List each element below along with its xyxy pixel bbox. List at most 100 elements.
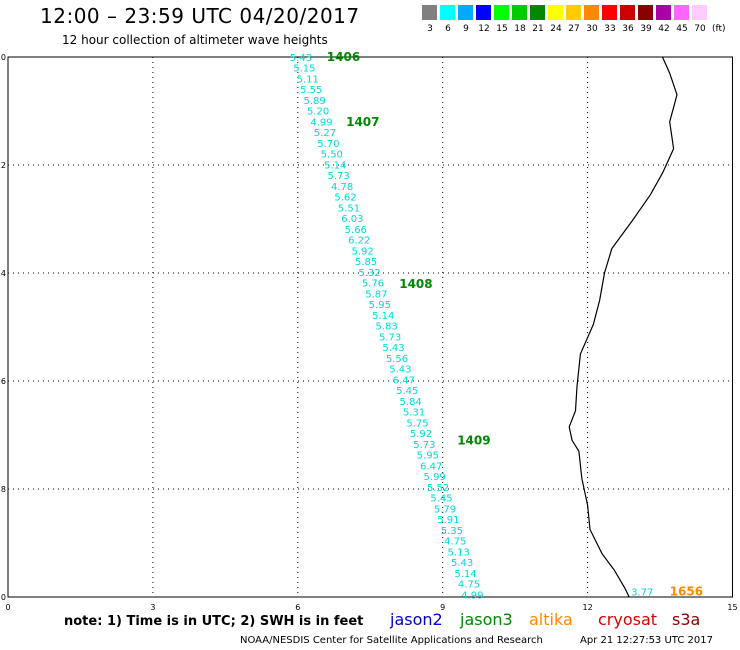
- coastline: [568, 56, 678, 598]
- swh-value: 3.77: [631, 588, 653, 599]
- legend-s3a: s3a: [672, 610, 701, 629]
- legend-label-70: 70: [694, 24, 706, 34]
- swh-value: 5.35: [441, 526, 463, 537]
- swh-value: 6.22: [348, 236, 370, 247]
- swh-value: 5.84: [400, 397, 422, 408]
- pass-label: 1408: [399, 277, 432, 291]
- legend-label-18: 18: [514, 24, 526, 34]
- legend-label-39: 39: [640, 24, 652, 34]
- legend-unit: (ft): [712, 24, 726, 34]
- swh-value: 4.99: [310, 117, 332, 128]
- lat-tick-label: -16: [0, 377, 6, 386]
- swh-value: 5.43: [451, 558, 473, 569]
- lon-tick-label: 15: [727, 603, 737, 612]
- swh-value: 5.92: [410, 429, 432, 440]
- swh-value: 5.75: [406, 418, 428, 429]
- legend-swatch-21: [530, 5, 545, 20]
- chart-title: 12:00 – 23:59 UTC 04/20/2017: [40, 4, 360, 28]
- legend-label-42: 42: [658, 24, 670, 34]
- swh-value: 5.45: [396, 386, 418, 397]
- chart-subtitle: 12 hour collection of altimeter wave hei…: [62, 33, 328, 47]
- swh-value: 5.85: [355, 257, 377, 268]
- swh-value: 5.32: [358, 268, 380, 279]
- swh-value: 5.27: [314, 128, 336, 139]
- swh-value: 5.13: [448, 547, 470, 558]
- swh-value: 5.79: [434, 504, 456, 515]
- swh-value: 4.99: [461, 590, 483, 601]
- swh-value: 5.11: [297, 74, 319, 85]
- lat-tick-label: -14: [0, 269, 6, 278]
- swh-value: 5.20: [307, 107, 329, 118]
- legend-label-27: 27: [568, 24, 580, 34]
- swh-value: 4.78: [331, 182, 353, 193]
- lat-tick-label: -12: [0, 161, 6, 170]
- swh-value: 5.14: [324, 160, 346, 171]
- legend-swatch-45: [674, 5, 689, 20]
- swh-value: 5.43: [382, 343, 404, 354]
- legend-swatch-3: [422, 5, 437, 20]
- map-frame: [7, 56, 733, 598]
- legend-swatch-33: [602, 5, 617, 20]
- swh-value: 5.55: [300, 85, 322, 96]
- legend-label-30: 30: [586, 24, 598, 34]
- lon-tick-label: 6: [295, 603, 300, 612]
- swh-value: 5.70: [317, 139, 339, 150]
- swh-value: 5.99: [424, 472, 446, 483]
- swh-value: 5.52: [427, 483, 449, 494]
- legend-label-21: 21: [532, 24, 544, 34]
- legend-swatch-6: [440, 5, 455, 20]
- swh-value: 5.31: [403, 408, 425, 419]
- swh-value: 5.51: [338, 203, 360, 214]
- legend-label-9: 9: [463, 24, 469, 34]
- legend-swatch-12: [476, 5, 491, 20]
- swh-value: 5.15: [293, 64, 315, 75]
- generation-timestamp: Apr 21 12:27:53 UTC 2017: [580, 635, 713, 646]
- legend-label-33: 33: [604, 24, 616, 34]
- lon-tick-label: 12: [583, 603, 593, 612]
- swh-value: 5.14: [372, 311, 394, 322]
- legend-label-15: 15: [496, 24, 508, 34]
- legend-cryosat: cryosat: [598, 610, 658, 629]
- pass-label: 1407: [346, 115, 379, 129]
- swh-value: 5.83: [376, 322, 398, 333]
- swh-value: 5.95: [417, 451, 439, 462]
- swh-value: 6.03: [341, 214, 363, 225]
- legend-swatch-15: [494, 5, 509, 20]
- swh-value: 5.87: [365, 289, 387, 300]
- swh-value: 5.56: [386, 354, 408, 365]
- swh-value: 4.75: [458, 580, 480, 591]
- swh-value: 5.76: [362, 279, 384, 290]
- swh-value: 5.73: [413, 440, 435, 451]
- lon-tick-label: 3: [150, 603, 155, 612]
- lat-tick-label: -18: [0, 485, 6, 494]
- swh-value: 5.45: [430, 494, 452, 505]
- swh-value: 5.62: [334, 193, 356, 204]
- footer-note: note: 1) Time is in UTC; 2) SWH is in fe…: [64, 614, 364, 629]
- legend-label-24: 24: [550, 24, 562, 34]
- legend-swatch-18: [512, 5, 527, 20]
- swh-value: 5.73: [379, 332, 401, 343]
- pass-label: 1409: [457, 433, 490, 447]
- legend-label-3: 3: [427, 24, 433, 34]
- legend-swatch-30: [584, 5, 599, 20]
- lat-tick-label: -20: [0, 593, 6, 602]
- swh-value: 5.43: [389, 365, 411, 376]
- legend-jason3: jason3: [460, 610, 513, 629]
- legend-swatch-36: [620, 5, 635, 20]
- lat-tick-label: -10: [0, 53, 6, 62]
- legend-swatch-42: [656, 5, 671, 20]
- legend-label-36: 36: [622, 24, 634, 34]
- legend-altika: altika: [529, 610, 573, 629]
- swh-value: 5.92: [352, 246, 374, 257]
- swh-value: 5.66: [345, 225, 367, 236]
- pass-label: 1406: [327, 50, 360, 64]
- swh-value: 4.75: [444, 537, 466, 548]
- pass-label: 1656: [670, 585, 703, 599]
- swh-value: 5.73: [328, 171, 350, 182]
- credit-line: NOAA/NESDIS Center for Satellite Applica…: [240, 635, 543, 646]
- legend-swatch-24: [548, 5, 563, 20]
- legend-label-45: 45: [676, 24, 688, 34]
- legend-swatch-27: [566, 5, 581, 20]
- swh-value: 5.14: [454, 569, 476, 580]
